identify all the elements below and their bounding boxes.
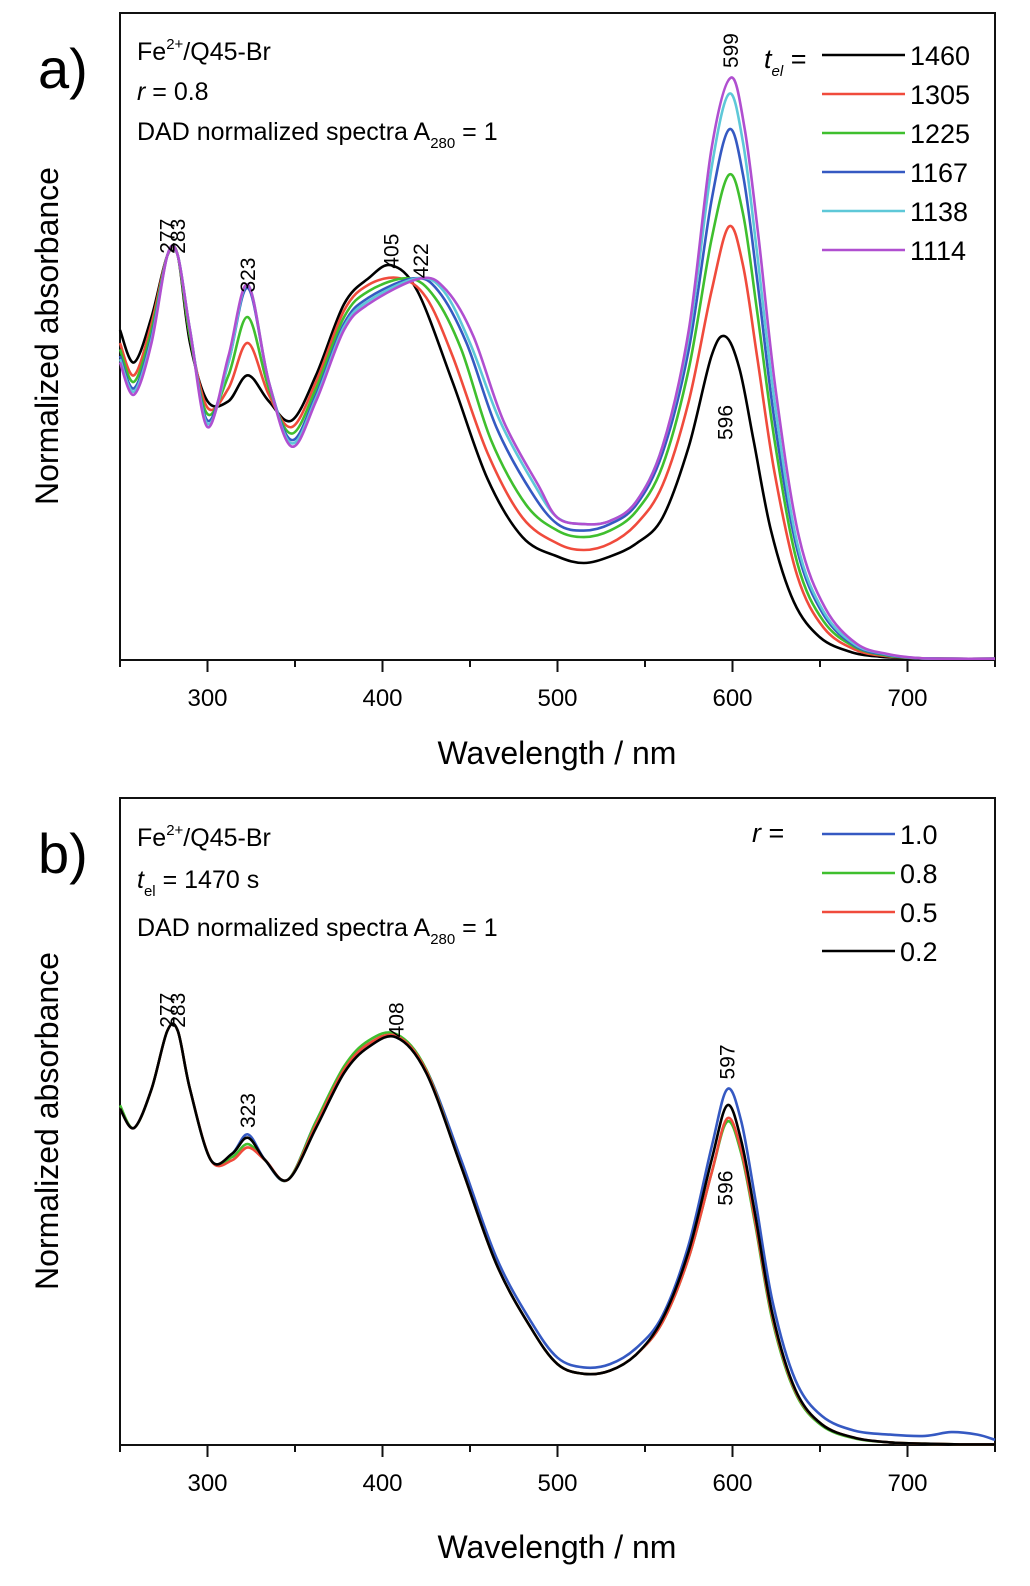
spectra-end: = 1 — [455, 914, 497, 942]
x-ticks: 300 400 500 600 700 — [119, 660, 996, 712]
peak-label-323: 323 — [237, 258, 260, 293]
annotation-system: Fe2+/Q45-Br — [137, 822, 271, 852]
system-superscript: 2+ — [166, 36, 183, 53]
series-line-1167 — [118, 127, 996, 661]
y-axis-label: Normalized absorbance — [29, 952, 65, 1290]
peak-label-283: 283 — [167, 993, 190, 1028]
legend-label-0.8: 0.8 — [900, 859, 938, 889]
x-axis-label: Wavelength / nm — [438, 1529, 677, 1565]
peak-label-597: 597 — [716, 1044, 739, 1079]
y-axis-label: Normalized absorbance — [29, 167, 65, 505]
legend-title: tel = — [764, 44, 806, 80]
legend: 1460 1305 1225 1167 1138 1114 — [822, 41, 970, 266]
param-variable: r — [137, 78, 147, 106]
curves — [118, 76, 996, 661]
param-subscript: el — [144, 883, 156, 900]
x-tick-label: 400 — [362, 685, 402, 712]
x-tick-label: 700 — [887, 685, 927, 712]
series-line-1305 — [118, 224, 996, 661]
peak-label-422: 422 — [410, 243, 433, 278]
legend-label-0.2: 0.2 — [900, 937, 938, 967]
curves — [118, 1022, 996, 1446]
x-tick-label: 500 — [537, 685, 577, 712]
spectra-text: DAD normalized spectra A — [137, 914, 431, 942]
legend-label-1167: 1167 — [910, 158, 968, 188]
system-superscript: 2+ — [166, 822, 183, 839]
series-line-1225 — [118, 172, 996, 661]
series-line-0.8 — [118, 1022, 996, 1446]
spectra-subscript: 280 — [430, 931, 455, 948]
system-base: Fe — [137, 38, 166, 66]
system-rest: /Q45-Br — [183, 38, 271, 66]
x-tick-label: 300 — [187, 685, 227, 712]
legend-label-1305: 1305 — [910, 80, 970, 110]
param-value: = 0.8 — [145, 78, 208, 106]
spectra-text: DAD normalized spectra A — [137, 118, 431, 146]
peak-label-323: 323 — [237, 1093, 260, 1128]
legend-title-variable: t — [764, 44, 773, 74]
peak-label-277: 277 — [156, 219, 179, 254]
series-line-0.5 — [118, 1022, 996, 1446]
spectra-end: = 1 — [455, 118, 497, 146]
peak-label-596: 596 — [715, 405, 738, 440]
legend-label-0.5: 0.5 — [900, 898, 938, 928]
legend-label-1225: 1225 — [910, 119, 970, 149]
legend-label-1460: 1460 — [910, 41, 970, 71]
legend-title: r = — [752, 818, 784, 848]
x-tick-label: 300 — [187, 1470, 227, 1497]
param-variable: t — [137, 866, 145, 894]
x-tick-label: 400 — [362, 1470, 402, 1497]
annotation-spectra: DAD normalized spectra A280 = 1 — [137, 914, 498, 948]
legend-title-variable: r — [752, 818, 762, 848]
legend-title-end: = — [761, 818, 784, 848]
legend: 1.0 0.8 0.5 0.2 — [822, 820, 938, 967]
param-value: = 1470 s — [156, 866, 260, 894]
x-tick-label: 600 — [712, 685, 752, 712]
panel-label: a) — [38, 37, 88, 100]
peak-label-596: 596 — [715, 1171, 738, 1206]
x-tick-label: 600 — [712, 1470, 752, 1497]
peak-label-283: 283 — [167, 219, 190, 254]
series-line-1114 — [118, 76, 996, 661]
peak-label-405: 405 — [380, 234, 403, 269]
series-line-1.0 — [118, 1022, 996, 1442]
x-tick-label: 500 — [537, 1470, 577, 1497]
system-rest: /Q45-Br — [183, 824, 271, 852]
series-line-1460 — [118, 245, 996, 661]
legend-label-1114: 1114 — [910, 236, 966, 266]
peak-label-408: 408 — [385, 1002, 408, 1037]
legend-title-end: = — [783, 44, 806, 74]
panel-label: b) — [38, 822, 88, 885]
annotation-param: r = 0.8 — [137, 78, 209, 106]
spectra-subscript: 280 — [430, 135, 455, 152]
x-ticks: 300 400 500 600 700 — [119, 1445, 996, 1497]
peak-label-599: 599 — [720, 33, 743, 68]
peak-label-277: 277 — [156, 993, 179, 1028]
legend-label-1138: 1138 — [910, 197, 968, 227]
plot-frame — [119, 12, 996, 661]
x-tick-label: 700 — [887, 1470, 927, 1497]
series-line-1138 — [118, 92, 996, 661]
annotation-spectra: DAD normalized spectra A280 = 1 — [137, 118, 498, 152]
legend-label-1.0: 1.0 — [900, 820, 938, 850]
legend-title-subscript: el — [772, 63, 784, 80]
annotation-system: Fe2+/Q45-Br — [137, 36, 271, 66]
system-base: Fe — [137, 824, 166, 852]
series-line-0.2 — [118, 1022, 996, 1446]
annotation-param: tel = 1470 s — [137, 866, 259, 900]
x-axis-label: Wavelength / nm — [438, 735, 677, 771]
